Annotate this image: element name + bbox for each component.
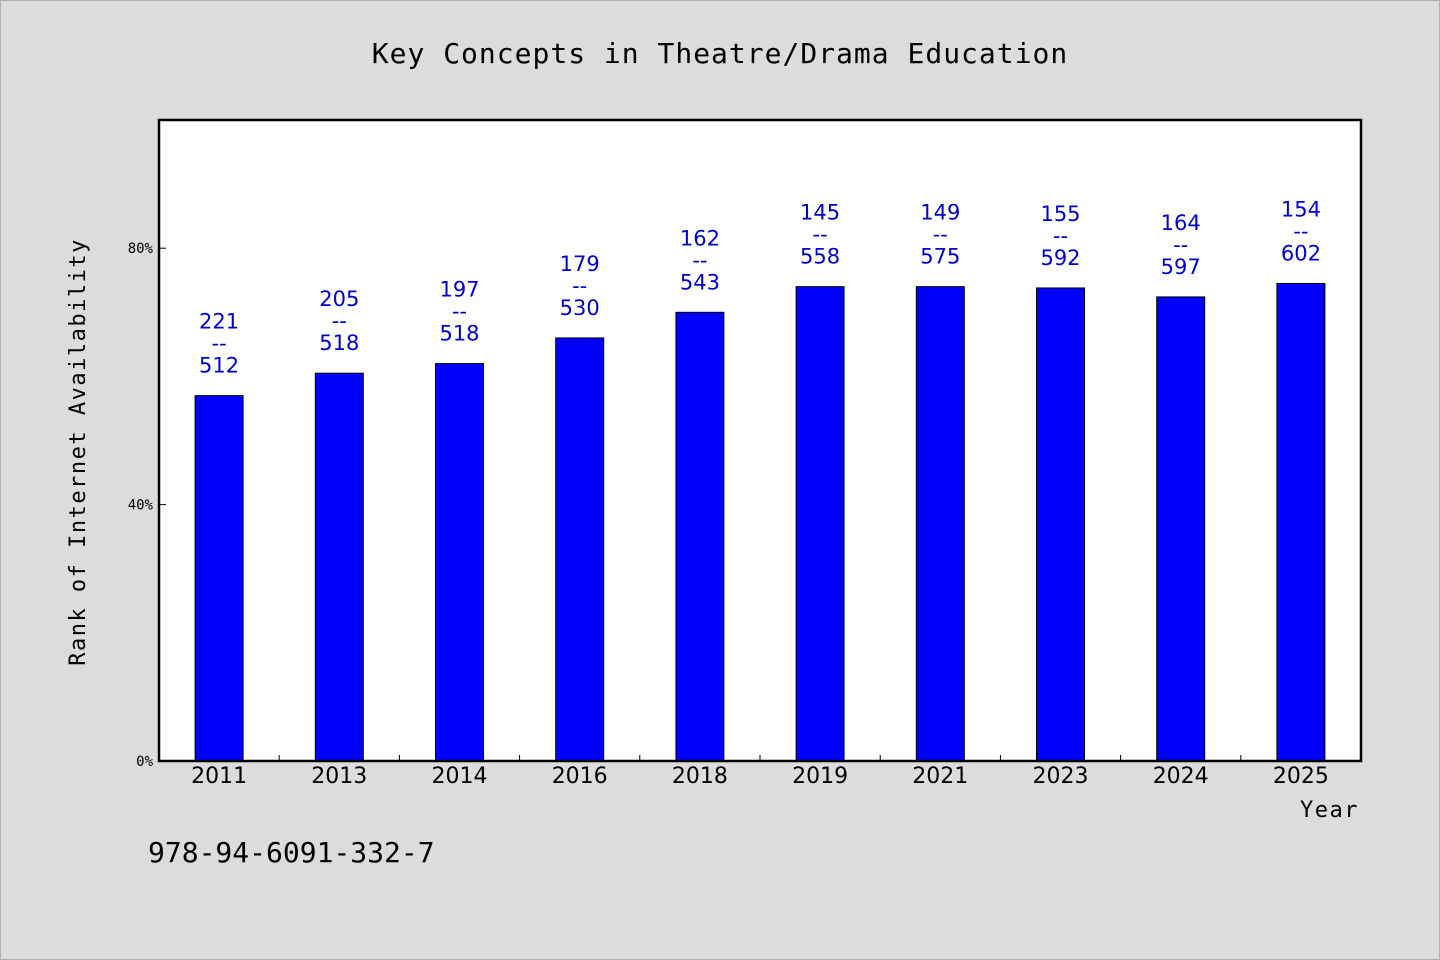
data-label-2011-sep: -- [212,332,227,356]
data-label-2023-top: 155 [1040,202,1080,226]
bar-2025 [1276,282,1326,762]
bar-2024 [1156,296,1206,762]
x-tick-label-2016: 2016 [552,764,608,789]
chart-title: Key Concepts in Theatre/Drama Education [372,37,1068,70]
bar-2014 [435,363,484,762]
plot-border [157,118,1363,763]
y-tick-label-40: 40% [128,498,154,514]
y-axis-ticks: 0% 40% 80% [128,241,166,770]
bar-2021 [915,286,965,762]
x-tick-label-2018: 2018 [672,764,728,789]
data-label-2021-bottom: 575 [920,245,960,269]
x-axis-ticks: 2011 2013 2014 2016 2018 2019 2021 2023 2024 2025 [191,755,1329,789]
x-tick-label-2014: 2014 [432,764,488,789]
data-label-2021-top: 149 [920,201,960,225]
x-tick-label-2013: 2013 [311,764,367,789]
data-label-2018-bottom: 543 [680,270,720,294]
data-label-2013-sep: -- [332,309,347,333]
data-label-2025-sep: -- [1293,219,1308,243]
bar-2018 [675,311,725,762]
bar-2023 [1036,287,1085,762]
data-label-2025-top: 154 [1281,197,1321,221]
y-tick-label-0: 0% [136,754,153,770]
data-label-2016-top: 179 [560,252,600,276]
data-label-2023-bottom: 592 [1040,246,1080,270]
bars [194,282,1326,762]
data-label-2023-sep: -- [1053,224,1068,248]
bar-2013 [314,372,364,762]
x-tick-label-2021: 2021 [912,764,968,789]
x-tick-label-2011: 2011 [191,764,247,789]
data-label-2013-bottom: 518 [319,331,359,355]
data-label-2019-top: 145 [800,201,840,225]
data-label-2016-bottom: 530 [560,296,600,320]
x-tick-label-2023: 2023 [1033,764,1089,789]
data-label-2024-sep: -- [1173,233,1188,257]
data-label-2024-bottom: 597 [1161,255,1201,279]
y-axis-label: Rank of Internet Availability [66,238,91,666]
data-label-2018-top: 162 [680,226,720,250]
data-label-2014-sep: -- [452,300,467,324]
x-tick-label-2025: 2025 [1273,764,1329,789]
bar-2019 [795,286,845,762]
x-tick-label-2024: 2024 [1153,764,1209,789]
data-label-2025-bottom: 602 [1281,241,1321,265]
y-tick-label-80: 80% [128,241,154,257]
bar-2016 [555,337,605,762]
data-label-2013-top: 205 [319,287,359,311]
data-label-2014-bottom: 518 [439,322,479,346]
bar-2011 [194,395,244,762]
data-labels: 221--512205--518197--518179--530162--543… [199,197,1321,377]
data-label-2019-bottom: 558 [800,245,840,269]
data-label-2014-top: 197 [439,278,479,302]
data-label-2019-sep: -- [813,223,828,247]
data-label-2024-top: 164 [1161,211,1201,235]
data-label-2011-top: 221 [199,310,239,334]
data-label-2018-sep: -- [692,248,707,272]
data-label-2011-bottom: 512 [199,354,239,378]
x-axis-label: Year [1300,798,1359,823]
isbn-text: 978-94-6091-332-7 [148,836,435,869]
x-tick-label-2019: 2019 [792,764,848,789]
data-label-2021-sep: -- [933,223,948,247]
data-label-2016-sep: -- [572,274,587,298]
